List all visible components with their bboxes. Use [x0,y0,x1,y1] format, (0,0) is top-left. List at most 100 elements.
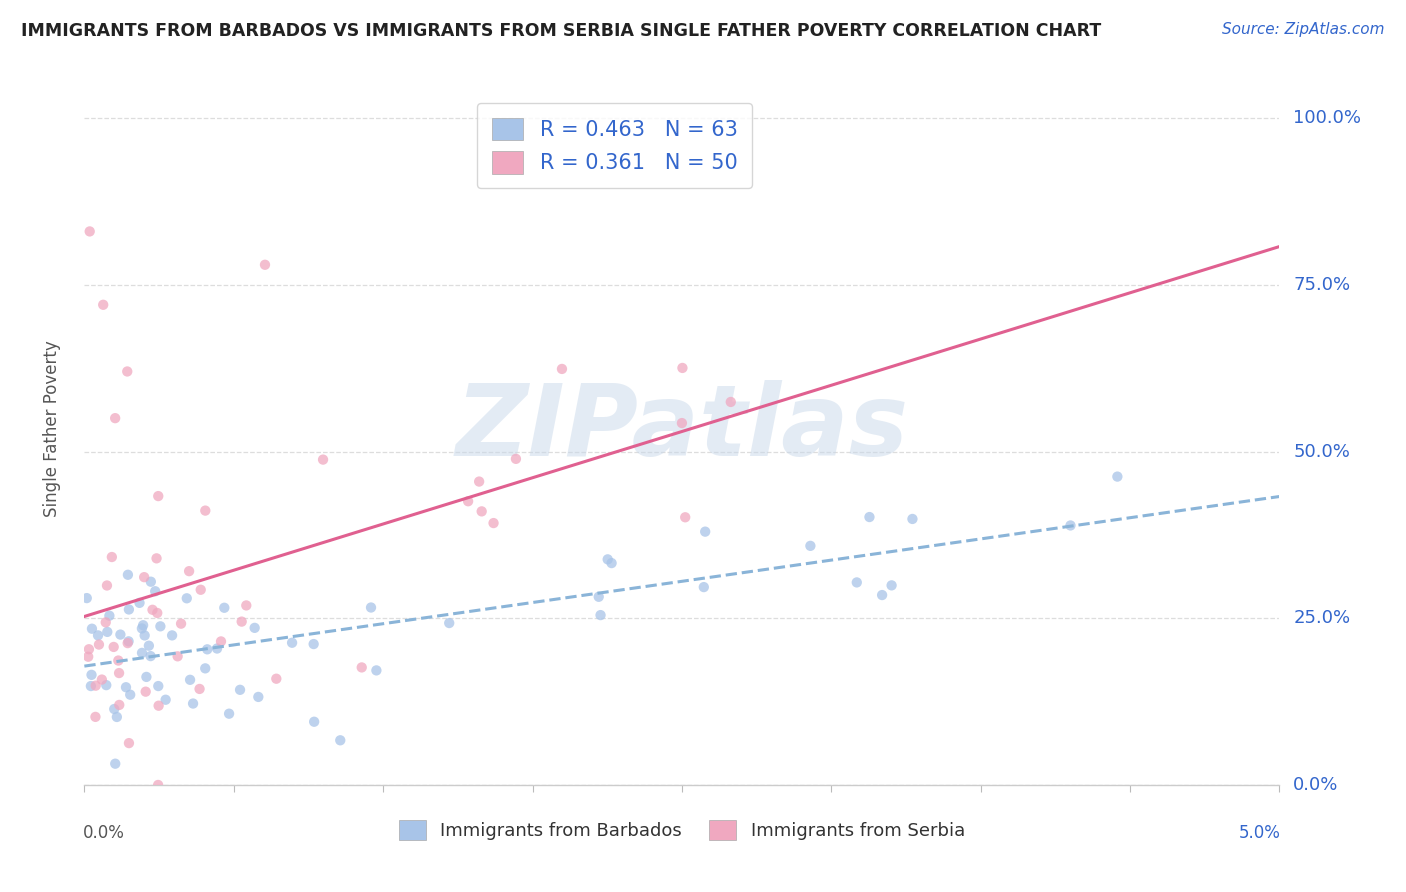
Point [179,673,201,687]
Point [845,575,868,590]
Point [101,549,124,564]
Point [103,702,125,716]
Point [673,510,696,524]
Point [90,673,112,687]
Point [482,516,505,530]
Point [96,578,118,592]
Text: Source: ZipAtlas.com: Source: ZipAtlas.com [1222,22,1385,37]
Point [181,697,204,711]
Point [77,642,100,657]
Point [79,224,101,238]
Point [329,733,352,747]
Point [281,636,304,650]
Point [1059,518,1081,533]
Point [84,710,107,724]
Point [118,736,141,750]
Point [302,714,325,729]
Point [188,681,211,696]
Point [194,503,217,517]
Point [229,682,252,697]
Point [117,636,139,650]
Point [243,621,266,635]
Point [149,619,172,633]
Point [139,649,162,664]
Point [128,596,150,610]
Point [155,692,177,706]
Point [115,680,138,694]
Text: 5.0%: 5.0% [1239,824,1281,842]
Point [80,679,103,693]
Point [107,654,129,668]
Point [146,778,169,792]
Point [110,627,132,641]
Point [146,606,169,620]
Point [693,580,716,594]
Point [98,608,121,623]
Point [589,608,612,623]
Point [235,599,257,613]
Point [80,622,103,636]
Point [87,638,110,652]
Point [214,600,236,615]
Point [135,684,157,698]
Point [139,574,162,589]
Text: 75.0%: 75.0% [1294,276,1351,293]
Point [132,618,155,632]
Point [551,362,574,376]
Y-axis label: Single Father Poverty: Single Father Poverty [42,340,60,516]
Point [131,622,153,636]
Point [108,666,131,681]
Point [80,668,103,682]
Point [588,590,610,604]
Point [148,489,170,503]
Point [104,411,127,425]
Point [671,360,693,375]
Point [312,452,335,467]
Point [600,556,623,570]
Point [105,710,128,724]
Text: 100.0%: 100.0% [1294,109,1361,127]
Point [170,616,193,631]
Point [870,588,893,602]
Point [166,649,188,664]
Point [145,551,167,566]
Legend: Immigrants from Barbados, Immigrants from Serbia: Immigrants from Barbados, Immigrants fro… [392,813,972,847]
Point [131,646,153,660]
Point [148,679,170,693]
Point [799,539,821,553]
Text: 0.0%: 0.0% [1294,776,1339,794]
Point [160,628,183,642]
Point [439,615,461,630]
Point [117,567,139,582]
Point [350,660,373,674]
Point [177,564,200,578]
Point [96,678,118,692]
Point [205,641,228,656]
Point [94,615,117,630]
Point [360,600,382,615]
Point [143,584,166,599]
Point [209,634,232,648]
Point [77,649,100,664]
Text: 0.0%: 0.0% [83,824,125,842]
Text: ZIPatlas: ZIPatlas [456,380,908,476]
Point [176,591,198,606]
Point [231,615,253,629]
Text: 25.0%: 25.0% [1294,609,1351,627]
Point [134,570,156,584]
Point [117,364,139,378]
Point [880,578,903,592]
Point [76,591,98,606]
Point [253,258,276,272]
Point [366,664,388,678]
Point [194,661,217,675]
Point [901,512,924,526]
Point [720,395,742,409]
Point [302,637,325,651]
Point [148,698,170,713]
Point [505,451,527,466]
Point [138,639,160,653]
Text: IMMIGRANTS FROM BARBADOS VS IMMIGRANTS FROM SERBIA SINGLE FATHER POVERTY CORRELA: IMMIGRANTS FROM BARBADOS VS IMMIGRANTS F… [21,22,1101,40]
Point [91,298,114,312]
Point [104,756,127,771]
